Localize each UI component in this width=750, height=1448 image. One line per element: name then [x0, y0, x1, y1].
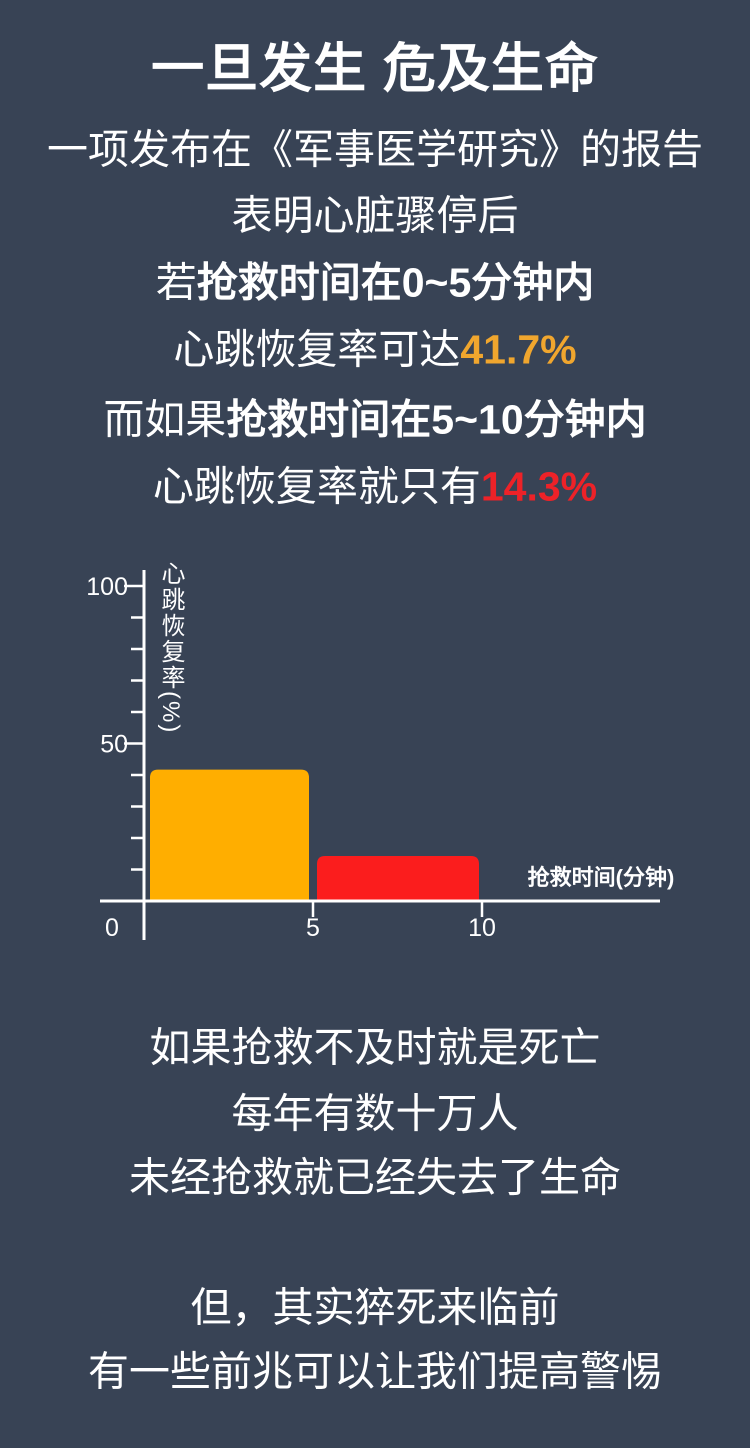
- intro-line-report: 一项发布在《军事医学研究》的报告: [47, 126, 703, 173]
- intro-line-5-10min-bold: 抢救时间在5~10分钟内: [226, 396, 647, 443]
- x-tick-label-0: 0: [105, 914, 119, 942]
- intro-line-5-10min: 而如果抢救时间在5~10分钟内: [0, 396, 750, 443]
- intro-line-rate-14-prefix: 心跳恢复率就只有: [152, 463, 481, 510]
- intro-line-rate-41-prefix: 心跳恢复率可达: [173, 326, 461, 373]
- intro-line-rate-14: 心跳恢复率就只有14.3%: [0, 463, 750, 510]
- x-tick-label-10: 10: [468, 914, 496, 942]
- y-tick-label-100: 100: [86, 573, 128, 601]
- rate-14-value: 14.3%: [480, 463, 598, 510]
- bar-0-5分钟: [150, 769, 309, 901]
- x-tick-label-5: 5: [306, 914, 320, 942]
- y-axis-label: 心跳恢复率(%): [157, 561, 184, 735]
- bar-5-10分钟: [317, 855, 479, 901]
- intro-line-cardiac-arrest: 表明心脏骤停后: [231, 192, 519, 239]
- intro-line-0-5min-prefix: 若: [155, 259, 197, 306]
- y-tick-label-50: 50: [100, 731, 128, 759]
- closing-line-warning-signs: 有一些前兆可以让我们提高警惕: [88, 1348, 662, 1395]
- intro-line-0-5min-bold: 抢救时间在0~5分钟内: [196, 259, 595, 306]
- page-title: 一旦发生 危及生命: [151, 39, 599, 99]
- closing-line-before-sudden-death: 但，其实猝死来临前: [190, 1284, 560, 1331]
- intro-line-0-5min: 若抢救时间在0~5分钟内: [0, 259, 750, 306]
- intro-line-rate-41: 心跳恢复率可达41.7%: [0, 326, 750, 373]
- outro-line-lost-lives: 未经抢救就已经失去了生命: [129, 1154, 621, 1201]
- intro-line-5-10min-prefix: 而如果: [103, 396, 227, 443]
- outro-line-hundreds-thousands: 每年有数十万人: [231, 1090, 519, 1137]
- recovery-rate-bar-chart: 50 100 0 5 10 抢救时间(分钟): [86, 570, 675, 942]
- x-axis-label: 抢救时间(分钟): [528, 865, 675, 890]
- rate-41-value: 41.7%: [460, 326, 577, 373]
- outro-line-death: 如果抢救不及时就是死亡: [149, 1024, 601, 1071]
